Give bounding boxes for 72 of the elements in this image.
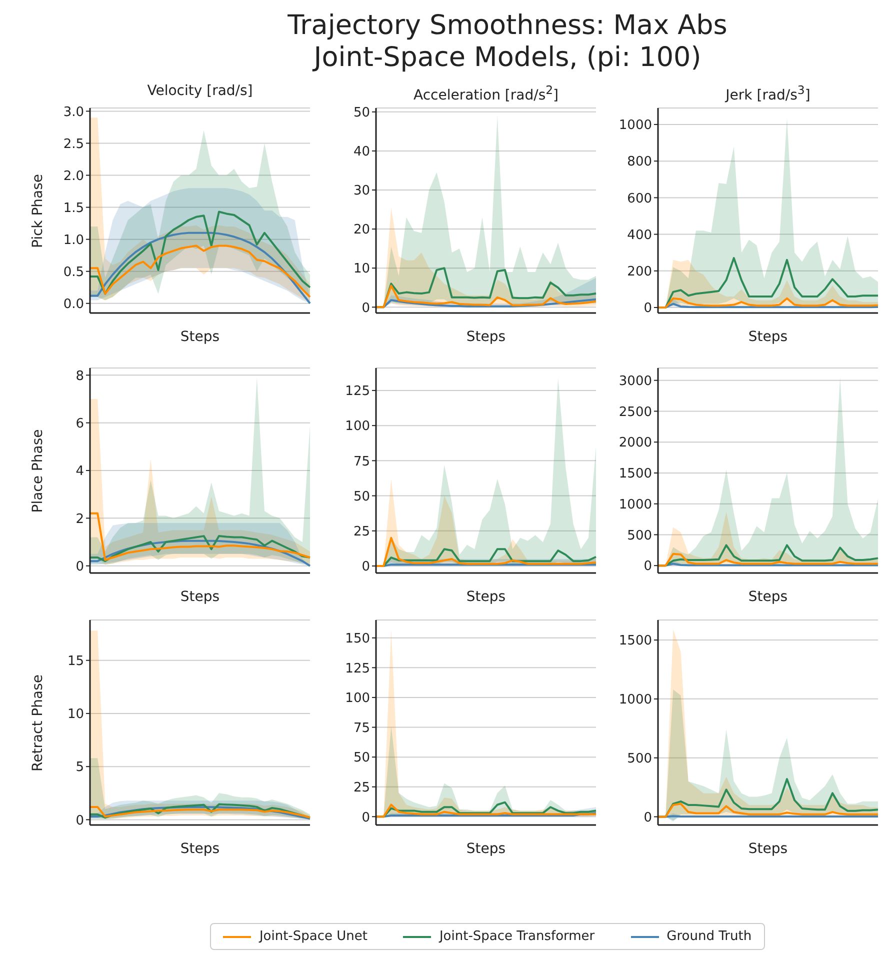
y-tick-label: 50 [353,750,370,766]
y-tick-label: 40 [353,144,370,160]
y-tick-label: 5 [76,760,84,776]
x-axis-title: Steps [748,589,788,605]
y-tick-label: 2.5 [63,136,84,152]
y-tick-label: 0 [362,560,370,575]
text: Joint-Space Models, (pi: 100) [311,42,702,73]
y-tick-label: 400 [627,228,652,243]
x-axis-title: Steps [180,589,220,605]
y-tick-label: 2.0 [63,168,84,184]
y-tick-label: 150 [345,631,370,646]
y-tick-label: 0 [76,813,84,828]
text: Trajectory Smoothness: Max Abs [286,10,728,41]
y-tick-label: 0 [362,810,370,826]
x-axis-title: Steps [180,841,220,857]
y-tick-label: 0.0 [63,297,84,312]
y-tick-label: 0 [644,301,652,316]
y-tick-label: 3000 [618,374,652,389]
legend-label: Ground Truth [666,929,752,944]
x-axis-title: Steps [466,589,506,605]
legend-label: Joint-Space Unet [259,929,368,944]
y-tick-label: 1500 [618,466,652,482]
y-tick-label: 8 [76,368,84,384]
y-tick-label: 75 [353,720,370,736]
y-tick-label: 20 [353,222,370,238]
y-tick-label: 1.5 [63,200,84,216]
y-tick-label: 1.0 [63,232,84,248]
y-tick-label: 100 [345,419,370,434]
y-tick-label: 200 [627,264,652,280]
chart-title: Jerk [rad/s$^{3}$] [724,83,812,104]
y-tick-label: 50 [353,489,370,504]
x-axis-title: Steps [466,841,506,857]
y-tick-label: 15 [67,654,84,669]
y-axis-title: Retract Phase [30,674,46,774]
chart-title: Acceleration [rad/s$^{2}$] [412,83,560,104]
y-tick-label: 25 [353,524,370,540]
y-tick-label: 75 [353,454,370,470]
y-tick-label: 2000 [618,436,652,451]
y-tick-label: 25 [353,780,370,796]
y-tick-label: 600 [627,191,652,206]
y-tick-label: 10 [67,707,84,722]
y-tick-label: 0 [362,300,370,316]
x-axis-title: Steps [180,329,220,345]
y-tick-label: 100 [345,691,370,706]
y-tick-label: 0.5 [63,264,84,280]
y-tick-label: 1000 [618,497,652,512]
y-tick-label: 800 [627,154,652,170]
legend-label: Joint-Space Transformer [439,929,595,944]
y-tick-label: 125 [345,384,370,400]
x-axis-title: Steps [748,329,788,345]
y-axis-title: Pick Phase [30,172,46,250]
x-axis-title: Steps [466,329,506,345]
y-tick-label: 6 [76,416,84,432]
y-tick-label: 2500 [618,404,652,420]
y-axis-title: Place Phase [30,428,46,515]
y-tick-label: 50 [353,106,370,121]
chart-title: Velocity [rad/s] [146,83,254,99]
y-tick-label: 3.0 [63,104,84,120]
y-tick-label: 1000 [618,118,652,134]
y-tick-label: 30 [353,184,370,199]
y-tick-label: 500 [627,528,652,544]
y-tick-label: 0 [644,559,652,574]
y-tick-label: 500 [627,751,652,766]
y-tick-label: 10 [353,262,370,277]
y-tick-label: 0 [76,559,84,574]
y-tick-label: 125 [345,661,370,676]
y-tick-label: 1000 [618,692,652,708]
x-axis-title: Steps [748,841,788,857]
y-tick-label: 2 [76,512,84,527]
y-tick-label: 4 [76,464,84,480]
y-tick-label: 1500 [618,634,652,649]
y-tick-label: 0 [644,810,652,826]
